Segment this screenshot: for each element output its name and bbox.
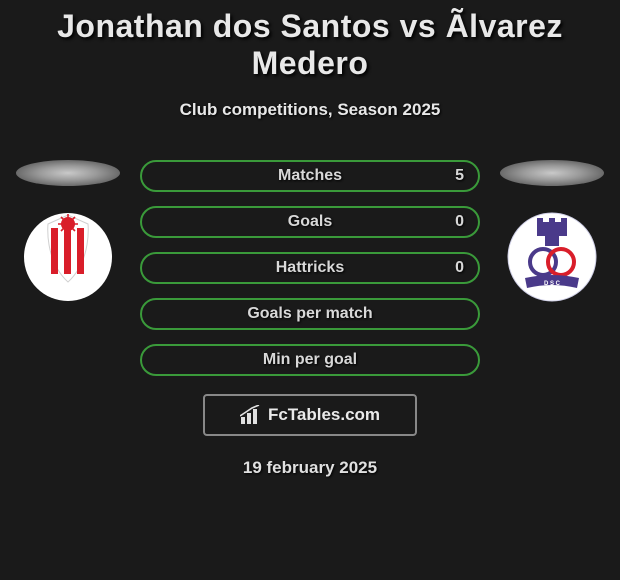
right-player-column: D S C [500, 160, 604, 302]
brand-text: FcTables.com [268, 405, 380, 425]
stat-row-min-per-goal: Min per goal [140, 344, 480, 376]
stat-label: Matches [278, 167, 342, 185]
stat-row-matches: Matches 5 [140, 160, 480, 192]
stat-label: Min per goal [263, 351, 357, 369]
shield-icon: D S C [507, 212, 597, 302]
stat-right-value: 5 [455, 167, 464, 185]
svg-text:D S C: D S C [544, 281, 561, 287]
subtitle: Club competitions, Season 2025 [0, 100, 620, 120]
stat-right-value: 0 [455, 213, 464, 231]
bar-chart-icon [240, 405, 262, 425]
stat-right-value: 0 [455, 259, 464, 277]
comparison-card: Jonathan dos Santos vs Ãlvarez Medero Cl… [0, 0, 620, 478]
shield-icon [23, 212, 113, 302]
stat-row-goals: Goals 0 [140, 206, 480, 238]
stat-row-goals-per-match: Goals per match [140, 298, 480, 330]
right-player-photo-placeholder [500, 160, 604, 186]
stats-column: Matches 5 Goals 0 Hattricks 0 Goals per … [140, 160, 480, 376]
stat-label: Goals [288, 213, 332, 231]
stat-label: Goals per match [247, 305, 372, 323]
brand-watermark: FcTables.com [203, 394, 417, 436]
left-player-photo-placeholder [16, 160, 120, 186]
left-club-badge [23, 212, 113, 302]
left-player-column [16, 160, 120, 302]
right-club-badge: D S C [507, 212, 597, 302]
stat-row-hattricks: Hattricks 0 [140, 252, 480, 284]
page-title: Jonathan dos Santos vs Ãlvarez Medero [0, 8, 620, 82]
date-line: 19 february 2025 [0, 458, 620, 478]
stat-label: Hattricks [276, 259, 344, 277]
main-row: Matches 5 Goals 0 Hattricks 0 Goals per … [0, 160, 620, 376]
